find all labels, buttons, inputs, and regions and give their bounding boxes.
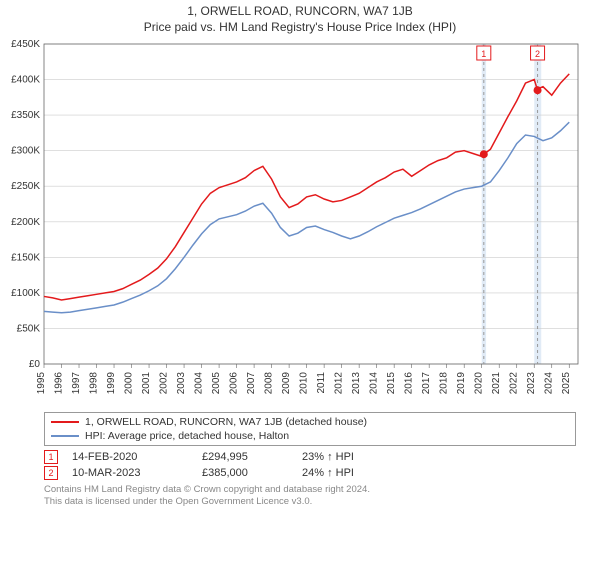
svg-text:2024: 2024 (544, 372, 555, 395)
svg-text:£300K: £300K (11, 146, 40, 157)
sale-hpi: 24% ↑ HPI (302, 467, 422, 479)
svg-text:2006: 2006 (229, 372, 240, 395)
svg-text:2018: 2018 (439, 372, 450, 395)
sale-date: 14-FEB-2020 (72, 451, 202, 463)
svg-text:2009: 2009 (281, 372, 292, 395)
svg-text:2002: 2002 (159, 372, 170, 395)
svg-text:2000: 2000 (124, 372, 135, 395)
sale-row: 1 14-FEB-2020£294,99523% ↑ HPI (44, 450, 576, 464)
price-chart: £0 £50K £100K £150K £200K £250K £300K £350K £400… (0, 36, 600, 406)
svg-text:1999: 1999 (106, 372, 117, 395)
sale-marker: 2 (44, 466, 58, 480)
legend-box: 1, ORWELL ROAD, RUNCORN, WA7 1JB (detach… (44, 412, 576, 446)
svg-text:2019: 2019 (456, 372, 467, 395)
address-title: 1, ORWELL ROAD, RUNCORN, WA7 1JB (0, 4, 600, 18)
svg-text:2016: 2016 (404, 372, 415, 395)
license-text: Contains HM Land Registry data © Crown c… (44, 484, 576, 508)
sale-row: 2 10-MAR-2023£385,00024% ↑ HPI (44, 466, 576, 480)
legend-swatch (51, 435, 79, 437)
legend-label: HPI: Average price, detached house, Halt… (85, 429, 289, 443)
legend-row: 1, ORWELL ROAD, RUNCORN, WA7 1JB (detach… (51, 415, 569, 429)
svg-text:2023: 2023 (526, 372, 537, 395)
svg-text:£250K: £250K (11, 181, 40, 192)
svg-text:2022: 2022 (509, 372, 520, 395)
svg-text:£150K: £150K (11, 252, 40, 263)
svg-text:1996: 1996 (54, 372, 65, 395)
legend-swatch (51, 421, 79, 423)
sale-price: £294,995 (202, 451, 302, 463)
svg-text:2013: 2013 (351, 372, 362, 395)
svg-text:1997: 1997 (71, 372, 82, 395)
license-line: Contains HM Land Registry data © Crown c… (44, 484, 576, 496)
svg-text:2012: 2012 (334, 372, 345, 395)
svg-text:2008: 2008 (264, 372, 275, 395)
legend-label: 1, ORWELL ROAD, RUNCORN, WA7 1JB (detach… (85, 415, 367, 429)
sale-date: 10-MAR-2023 (72, 467, 202, 479)
svg-text:2015: 2015 (386, 372, 397, 395)
svg-text:2014: 2014 (369, 372, 380, 395)
svg-text:2011: 2011 (316, 372, 327, 394)
svg-text:£50K: £50K (17, 323, 41, 334)
svg-text:1995: 1995 (36, 372, 47, 395)
license-line: This data is licensed under the Open Gov… (44, 496, 576, 508)
sales-list: 1 14-FEB-2020£294,99523% ↑ HPI 2 10-MAR-202… (44, 450, 576, 480)
svg-text:2005: 2005 (211, 372, 222, 395)
svg-text:2004: 2004 (194, 372, 205, 395)
svg-text:2021: 2021 (491, 372, 502, 395)
svg-text:£200K: £200K (11, 217, 40, 228)
svg-text:2020: 2020 (474, 372, 485, 395)
svg-text:£100K: £100K (11, 288, 40, 299)
svg-text:2003: 2003 (176, 372, 187, 395)
svg-text:2007: 2007 (246, 372, 257, 395)
legend-row: HPI: Average price, detached house, Halt… (51, 429, 569, 443)
svg-text:2010: 2010 (299, 372, 310, 395)
svg-text:£450K: £450K (11, 39, 40, 50)
svg-text:1998: 1998 (89, 372, 100, 395)
svg-text:1: 1 (481, 49, 486, 59)
svg-text:2001: 2001 (141, 372, 152, 395)
svg-text:£400K: £400K (11, 75, 40, 86)
chart-subtitle: Price paid vs. HM Land Registry's House … (0, 20, 600, 34)
svg-text:2: 2 (535, 49, 540, 59)
sale-hpi: 23% ↑ HPI (302, 451, 422, 463)
svg-text:2025: 2025 (561, 372, 572, 395)
svg-text:2017: 2017 (421, 372, 432, 395)
sale-price: £385,000 (202, 467, 302, 479)
svg-text:£0: £0 (29, 359, 41, 370)
sale-marker: 1 (44, 450, 58, 464)
svg-text:£350K: £350K (11, 110, 40, 121)
